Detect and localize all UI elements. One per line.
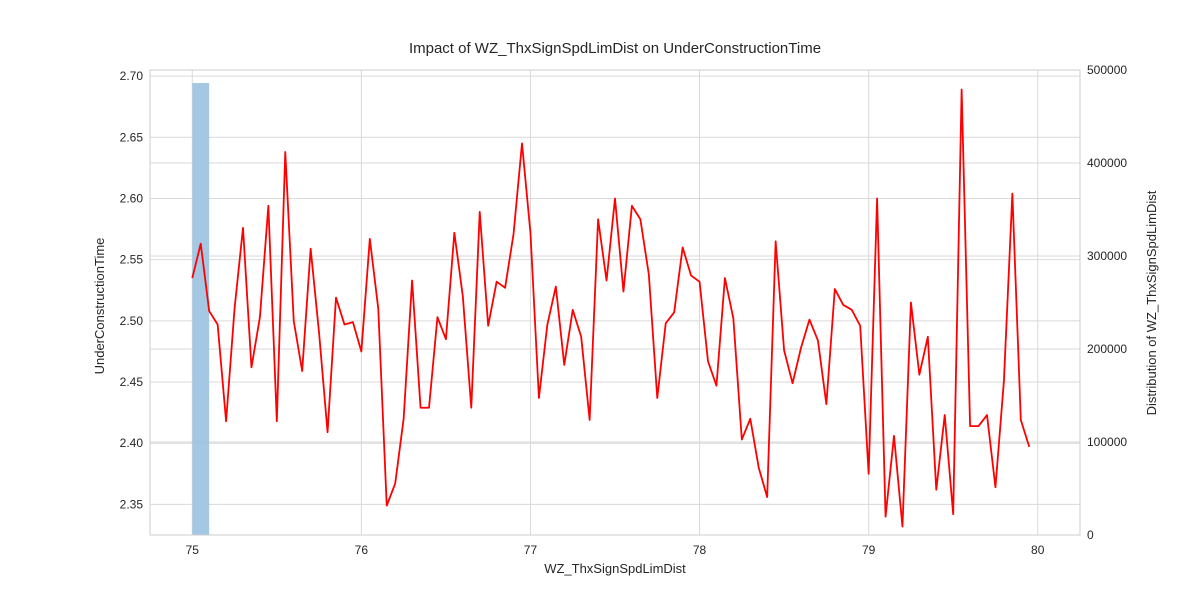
x-axis-label: WZ_ThxSignSpdLimDist <box>544 561 686 576</box>
y-tick-label: 2.35 <box>120 497 144 511</box>
x-tick-label: 76 <box>355 543 369 557</box>
y-tick-label: 2.40 <box>120 436 144 450</box>
y-tick-label: 2.50 <box>120 314 144 328</box>
y2-tick-label: 100000 <box>1087 435 1127 449</box>
plot-border <box>149 69 1081 536</box>
y2-tick-label: 400000 <box>1087 156 1127 170</box>
y2-tick-label: 300000 <box>1087 249 1127 263</box>
x-tick-labels: 75 76 77 78 79 80 <box>186 543 1045 557</box>
line-series <box>191 88 1031 528</box>
chart-title: Impact of WZ_ThxSignSpdLimDist on UnderC… <box>409 40 821 57</box>
grid <box>150 69 1080 536</box>
x-tick-label: 75 <box>186 543 200 557</box>
plot-frame <box>149 69 1081 536</box>
y-tick-label: 2.65 <box>120 130 144 144</box>
series-line <box>191 88 1031 528</box>
y2-tick-label: 500000 <box>1087 63 1127 77</box>
y2-tick-label: 200000 <box>1087 342 1127 356</box>
y-axis-label: UnderConstructionTime <box>92 238 107 375</box>
y2-tick-labels: 0 100000 200000 300000 400000 500000 <box>1087 63 1127 542</box>
x-tick-label: 79 <box>862 543 876 557</box>
y-tick-label: 2.60 <box>120 191 144 205</box>
x-tick-label: 77 <box>524 543 538 557</box>
y2-axis-label: Distribution of WZ_ThxSignSpdLimDist <box>1144 190 1159 415</box>
x-tick-label: 78 <box>693 543 707 557</box>
y-tick-label: 2.55 <box>120 253 144 267</box>
y2-tick-label: 0 <box>1087 528 1094 542</box>
y-tick-labels: 2.35 2.40 2.45 2.50 2.55 2.60 2.65 2.70 <box>120 69 144 511</box>
histogram-bar <box>192 83 210 536</box>
y-tick-label: 2.70 <box>120 69 144 83</box>
x-tick-label: 80 <box>1031 543 1045 557</box>
y-tick-label: 2.45 <box>120 375 144 389</box>
histogram-bars <box>192 83 210 536</box>
